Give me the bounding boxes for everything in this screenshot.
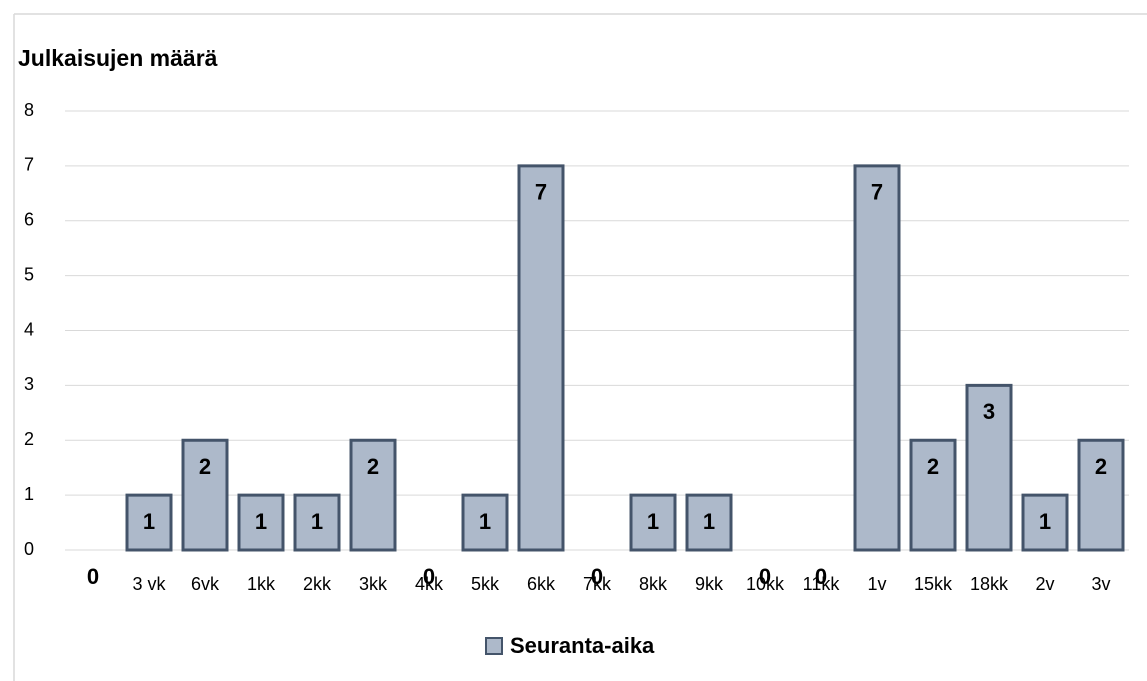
bar xyxy=(181,438,229,552)
x-tick-label: 4kk xyxy=(415,574,444,594)
data-label: 0 xyxy=(759,564,771,589)
x-tick-label: 18kk xyxy=(970,574,1009,594)
x-tick-label: 2kk xyxy=(303,574,332,594)
y-tick-label: 4 xyxy=(24,319,34,339)
bar xyxy=(629,493,677,552)
y-tick-label: 8 xyxy=(24,100,34,120)
y-tick-label: 7 xyxy=(24,155,34,175)
bar xyxy=(685,493,733,552)
data-label: 1 xyxy=(143,509,155,534)
x-tick-label: 6kk xyxy=(527,574,556,594)
bar xyxy=(517,164,565,552)
data-label: 0 xyxy=(815,564,827,589)
y-tick-label: 1 xyxy=(24,484,34,504)
data-label: 1 xyxy=(311,509,323,534)
bar xyxy=(1077,438,1125,552)
x-tick-label: 1kk xyxy=(247,574,276,594)
data-label: 1 xyxy=(1039,509,1051,534)
y-tick-label: 0 xyxy=(24,539,34,559)
bar xyxy=(965,383,1013,552)
x-tick-label: 3kk xyxy=(359,574,388,594)
y-tick-label: 6 xyxy=(24,210,34,230)
x-tick-label: 8kk xyxy=(639,574,668,594)
bar xyxy=(349,438,397,552)
x-tick-label: 7kk xyxy=(583,574,612,594)
data-label: 1 xyxy=(479,509,491,534)
x-tick-label: 2v xyxy=(1035,574,1054,594)
data-label: 0 xyxy=(591,564,603,589)
data-label: 1 xyxy=(703,509,715,534)
x-tick-label: 3 vk xyxy=(132,574,166,594)
x-tick-label: 15kk xyxy=(914,574,953,594)
chart-title: Julkaisujen määrä xyxy=(18,45,218,71)
y-tick-label: 3 xyxy=(24,374,34,394)
data-label: 0 xyxy=(87,564,99,589)
bar xyxy=(461,493,509,552)
legend-label: Seuranta-aika xyxy=(510,633,655,658)
legend-swatch xyxy=(485,637,503,655)
x-tick-label: 5kk xyxy=(471,574,500,594)
x-tick-label: 11kk xyxy=(803,574,841,594)
data-label: 2 xyxy=(1095,454,1107,479)
bar xyxy=(853,164,901,552)
bar xyxy=(125,493,173,552)
bar xyxy=(293,493,341,552)
bar xyxy=(237,493,285,552)
data-label: 1 xyxy=(255,509,267,534)
x-tick-label: 9kk xyxy=(695,574,724,594)
data-label: 2 xyxy=(927,454,939,479)
data-label: 7 xyxy=(871,180,883,205)
data-label: 7 xyxy=(535,180,547,205)
x-tick-label: 3v xyxy=(1091,574,1110,594)
data-label: 3 xyxy=(983,399,995,424)
data-label: 2 xyxy=(367,454,379,479)
x-tick-label: 1v xyxy=(867,574,886,594)
bar xyxy=(909,438,957,552)
data-label: 0 xyxy=(423,564,435,589)
y-tick-label: 2 xyxy=(24,429,34,449)
y-tick-label: 5 xyxy=(24,264,34,284)
data-label: 2 xyxy=(199,454,211,479)
data-label: 1 xyxy=(647,509,659,534)
x-tick-label: 10kk xyxy=(746,574,785,594)
x-tick-label: 6vk xyxy=(191,574,220,594)
bar xyxy=(1021,493,1069,552)
